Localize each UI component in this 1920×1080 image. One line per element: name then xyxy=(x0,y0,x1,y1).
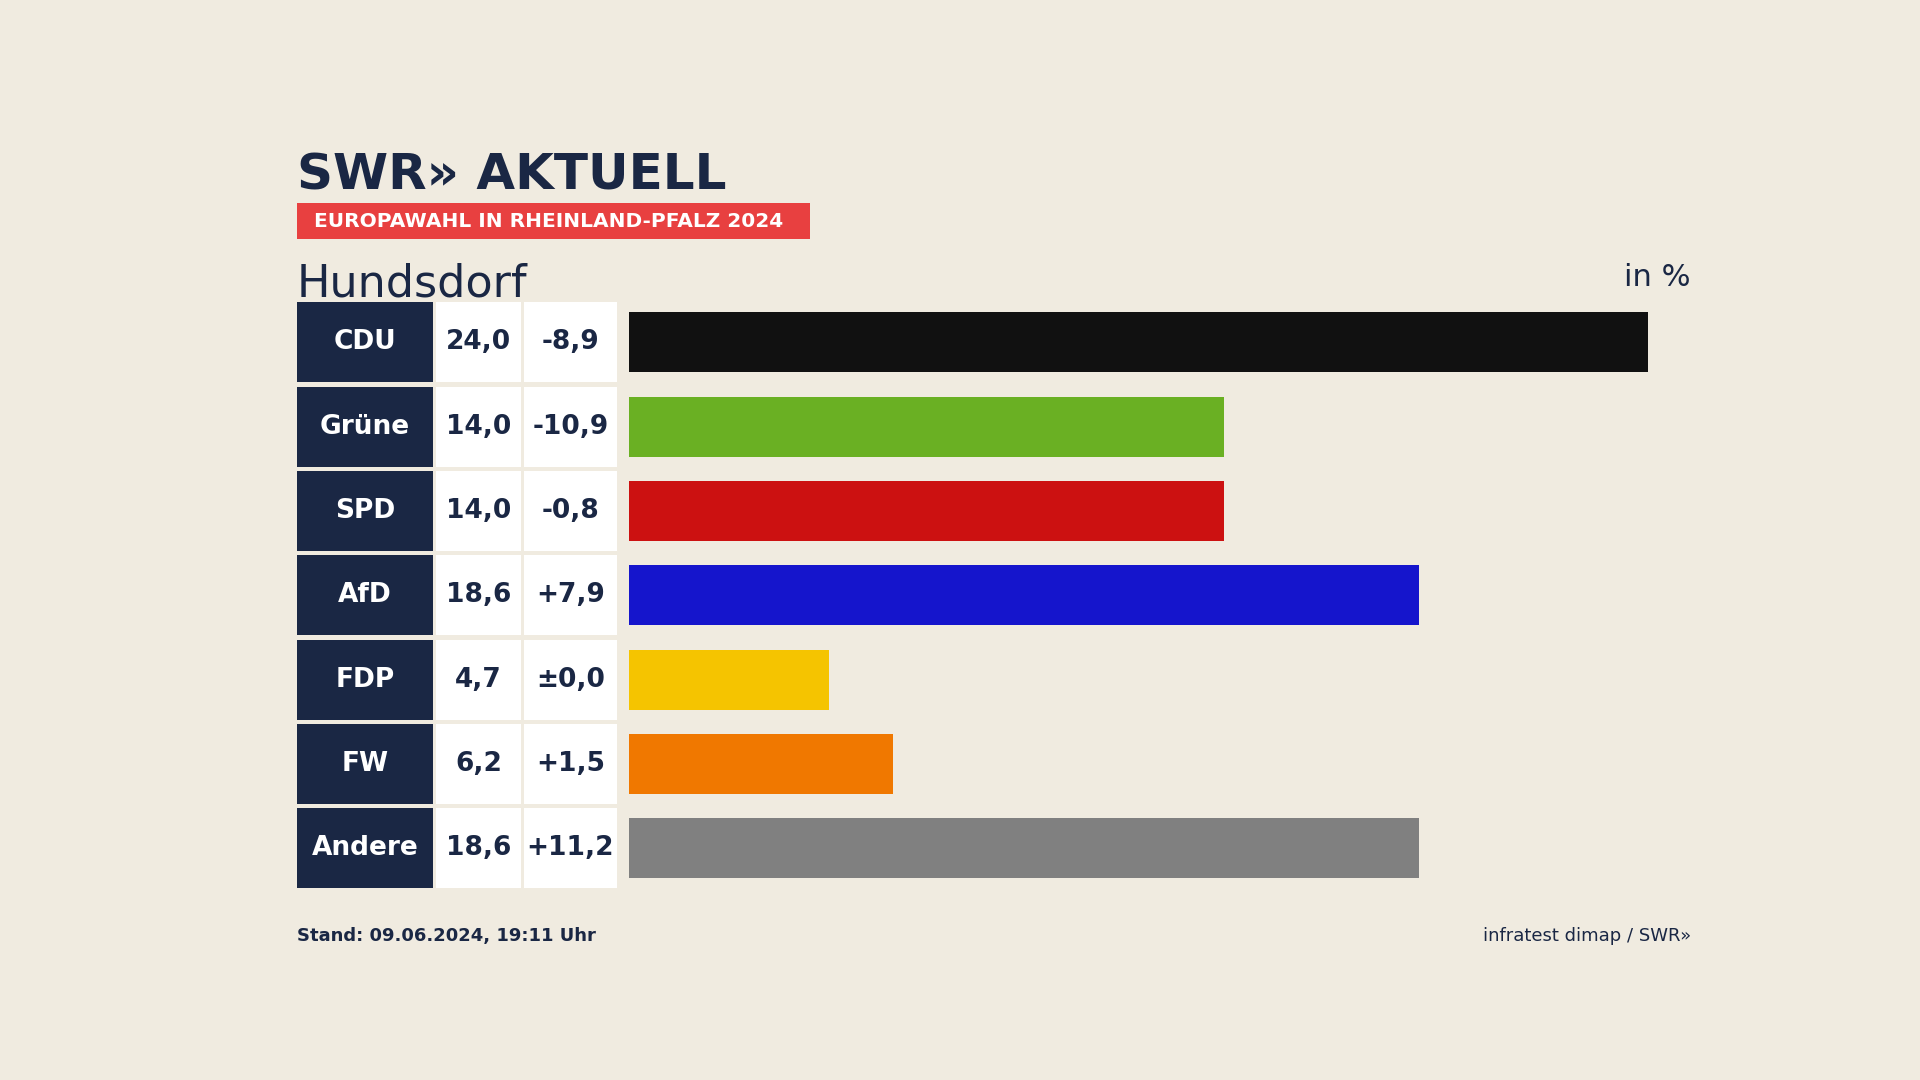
Bar xyxy=(524,302,618,382)
Bar xyxy=(524,387,618,467)
Text: Hundsdorf: Hundsdorf xyxy=(296,262,528,306)
Text: AfD: AfD xyxy=(338,582,392,608)
Bar xyxy=(296,555,434,635)
Bar xyxy=(436,387,520,467)
Text: +1,5: +1,5 xyxy=(536,751,605,777)
Bar xyxy=(296,471,434,551)
Text: EUROPAWAHL IN RHEINLAND-PFALZ 2024: EUROPAWAHL IN RHEINLAND-PFALZ 2024 xyxy=(315,212,783,230)
Bar xyxy=(630,565,1419,625)
Bar xyxy=(296,639,434,719)
Bar xyxy=(436,639,520,719)
Text: 6,2: 6,2 xyxy=(455,751,501,777)
Text: SWR» AKTUELL: SWR» AKTUELL xyxy=(296,151,726,200)
Bar xyxy=(296,724,434,805)
Text: infratest dimap / SWR»: infratest dimap / SWR» xyxy=(1482,928,1692,945)
Text: SPD: SPD xyxy=(334,498,396,524)
Text: 14,0: 14,0 xyxy=(445,414,511,440)
Text: 4,7: 4,7 xyxy=(455,666,501,692)
Bar xyxy=(296,302,434,382)
Bar xyxy=(436,808,520,889)
Text: CDU: CDU xyxy=(334,329,396,355)
Bar xyxy=(630,312,1649,373)
Text: 14,0: 14,0 xyxy=(445,498,511,524)
Text: ±0,0: ±0,0 xyxy=(536,666,605,692)
Bar xyxy=(630,481,1223,541)
Text: Grüne: Grüne xyxy=(321,414,411,440)
Text: FW: FW xyxy=(342,751,388,777)
Bar xyxy=(436,302,520,382)
Text: -0,8: -0,8 xyxy=(541,498,599,524)
Bar xyxy=(630,819,1419,878)
Text: +7,9: +7,9 xyxy=(536,582,605,608)
Text: Andere: Andere xyxy=(311,835,419,862)
Bar xyxy=(630,734,893,794)
Bar xyxy=(296,808,434,889)
Bar xyxy=(524,808,618,889)
Bar xyxy=(524,639,618,719)
Bar xyxy=(630,649,829,710)
Bar xyxy=(436,724,520,805)
Text: -8,9: -8,9 xyxy=(541,329,599,355)
Text: -10,9: -10,9 xyxy=(532,414,609,440)
Bar xyxy=(296,387,434,467)
Bar xyxy=(630,396,1223,457)
Bar xyxy=(436,555,520,635)
Bar xyxy=(524,555,618,635)
Bar xyxy=(436,471,520,551)
Text: Stand: 09.06.2024, 19:11 Uhr: Stand: 09.06.2024, 19:11 Uhr xyxy=(296,928,595,945)
Text: +11,2: +11,2 xyxy=(526,835,614,862)
Text: 24,0: 24,0 xyxy=(445,329,511,355)
Text: 18,6: 18,6 xyxy=(445,582,511,608)
Text: 18,6: 18,6 xyxy=(445,835,511,862)
Bar xyxy=(524,724,618,805)
Bar xyxy=(296,203,810,240)
Text: FDP: FDP xyxy=(336,666,396,692)
Bar xyxy=(524,471,618,551)
Text: in %: in % xyxy=(1624,262,1692,292)
